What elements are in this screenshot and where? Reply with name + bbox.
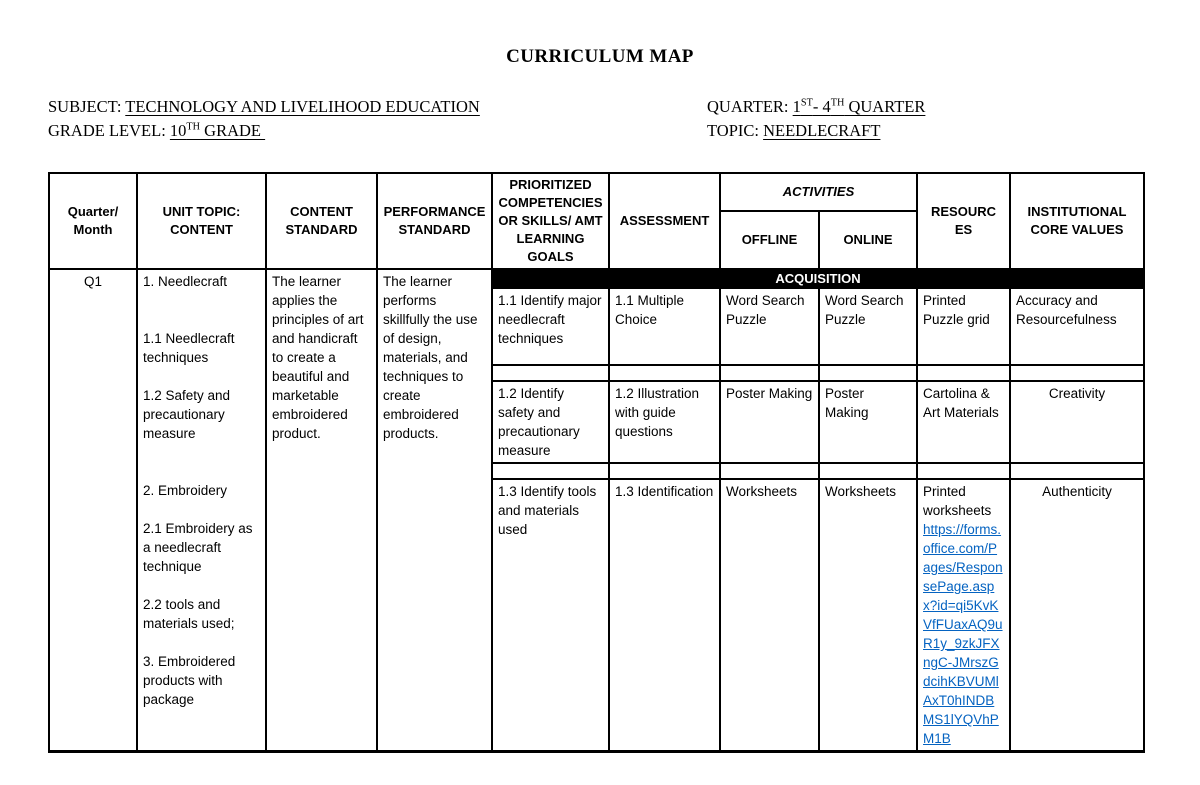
quarter-line: QUARTER: 1ST- 4TH QUARTER xyxy=(707,95,1200,119)
cell-content-standard: The learner applies the principles of ar… xyxy=(265,268,378,753)
col-header-resources: RESOURCES xyxy=(916,172,1012,270)
subject-value: TECHNOLOGY AND LIVELIHOOD EDUCATION xyxy=(125,97,480,116)
document-page: CURRICULUM MAP SUBJECT: TECHNOLOGY AND L… xyxy=(48,46,1200,753)
empty-cell xyxy=(719,364,820,382)
subject-line: SUBJECT: TECHNOLOGY AND LIVELIHOOD EDUCA… xyxy=(48,95,707,119)
cell-core-value-3: Authenticity xyxy=(1009,478,1146,753)
empty-cell xyxy=(608,462,721,480)
table-header-row-1: Quarter/ Month UNIT TOPIC: CONTENT CONTE… xyxy=(48,171,1146,270)
col-header-performance-standard: PERFORMANCE STANDARD xyxy=(376,172,493,270)
col-header-online: ONLINE xyxy=(817,210,919,270)
empty-cell xyxy=(916,364,1012,382)
acquisition-row: Q1 1. Needlecraft 1.1 Needlecraft techni… xyxy=(48,268,1146,753)
page-title: CURRICULUM MAP xyxy=(506,46,694,67)
cell-performance-standard: The learner performs skillfully the use … xyxy=(376,268,493,753)
cell-resources-1: Printed Puzzle grid xyxy=(916,287,1012,366)
cell-assessment-1: 1.1 Multiple Choice xyxy=(608,287,721,366)
forms-office-link[interactable]: https://forms.office.com/Pages/ResponseP… xyxy=(923,522,1003,746)
cell-unit-topic: 1. Needlecraft 1.1 Needlecraft technique… xyxy=(136,268,267,753)
empty-cell xyxy=(1009,462,1146,480)
topic-label: TOPIC: xyxy=(707,121,764,140)
col-header-quarter-month: Quarter/ Month xyxy=(48,172,138,270)
col-header-content-standard: CONTENT STANDARD xyxy=(265,172,378,270)
empty-cell xyxy=(608,364,721,382)
topic-line: TOPIC: NEEDLECRAFT xyxy=(707,119,1200,143)
col-header-assessment: ASSESSMENT xyxy=(608,172,721,270)
empty-cell xyxy=(916,462,1012,480)
empty-cell xyxy=(719,462,820,480)
cell-competency-2: 1.2 Identify safety and precautionary me… xyxy=(491,380,610,464)
cell-assessment-2: 1.2 Illustration with guide questions xyxy=(608,380,721,464)
col-header-unit-topic: UNIT TOPIC: CONTENT xyxy=(136,172,267,270)
cell-core-value-2: Creativity xyxy=(1009,380,1146,464)
grade-level-line: GRADE LEVEL: 10TH GRADE xyxy=(48,119,707,143)
empty-cell xyxy=(491,462,610,480)
grade-level-label: GRADE LEVEL: xyxy=(48,121,170,140)
col-header-offline: OFFLINE xyxy=(719,210,820,270)
table-header-row-2: OFFLINE ONLINE xyxy=(49,210,1144,270)
cell-resources-2: Cartolina & Art Materials xyxy=(916,380,1012,464)
cell-offline-3: Worksheets xyxy=(719,478,820,753)
spacer-row xyxy=(49,462,1146,480)
table-row: 1.1 Identify major needlecraft technique… xyxy=(49,287,1146,366)
cell-online-2: Poster Making xyxy=(817,380,919,464)
empty-cell xyxy=(491,364,610,382)
quarter-value: 1ST- 4TH QUARTER xyxy=(792,97,926,116)
col-header-core-values: INSTITUTIONAL CORE VALUES xyxy=(1009,172,1146,270)
subject-label: SUBJECT: xyxy=(48,97,126,116)
cell-competency-1: 1.1 Identify major needlecraft technique… xyxy=(491,287,610,366)
empty-cell xyxy=(817,364,919,382)
col-header-activities: ACTIVITIES xyxy=(718,171,919,213)
cell-offline-1: Word Search Puzzle xyxy=(719,287,820,366)
cell-resources-3: Printed worksheets https://forms.office.… xyxy=(916,478,1012,753)
table-row: 1.3 Identify tools and materials used 1.… xyxy=(49,478,1146,753)
topic-value: NEEDLECRAFT xyxy=(763,121,881,140)
quarter-label: QUARTER: xyxy=(707,97,793,116)
empty-cell xyxy=(817,462,919,480)
cell-offline-2: Poster Making xyxy=(719,380,820,464)
cell-online-1: Word Search Puzzle xyxy=(817,287,919,366)
table-row: 1.2 Identify safety and precautionary me… xyxy=(49,380,1146,464)
cell-online-3: Worksheets xyxy=(817,478,919,753)
acquisition-banner: ACQUISITION xyxy=(490,268,1146,289)
cell-assessment-3: 1.3 Identification xyxy=(608,478,721,753)
cell-quarter: Q1 xyxy=(48,268,138,753)
document-info-block: SUBJECT: TECHNOLOGY AND LIVELIHOOD EDUCA… xyxy=(48,95,1200,143)
col-header-competencies: PRIORITIZED COMPETENCIES OR SKILLS/ AMT … xyxy=(491,172,610,270)
empty-cell xyxy=(1009,364,1146,382)
spacer-row xyxy=(49,364,1146,382)
resources-text: Printed worksheets xyxy=(923,484,992,518)
grade-level-value: 10TH GRADE xyxy=(169,121,266,140)
curriculum-map-table: Quarter/ Month UNIT TOPIC: CONTENT CONTE… xyxy=(48,171,1146,753)
cell-competency-3: 1.3 Identify tools and materials used xyxy=(491,478,610,753)
cell-core-value-1: Accuracy and Resourcefulness xyxy=(1009,287,1146,366)
